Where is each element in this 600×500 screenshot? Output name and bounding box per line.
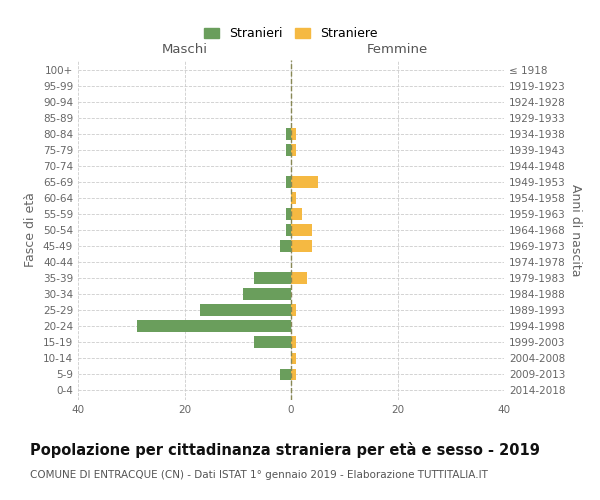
- Bar: [291, 336, 296, 348]
- Bar: [280, 240, 291, 252]
- Bar: [291, 224, 313, 236]
- Bar: [291, 368, 296, 380]
- Bar: [254, 272, 291, 284]
- Bar: [254, 336, 291, 348]
- Text: Popolazione per cittadinanza straniera per età e sesso - 2019: Popolazione per cittadinanza straniera p…: [30, 442, 540, 458]
- Text: Femmine: Femmine: [367, 43, 428, 56]
- Bar: [291, 144, 296, 156]
- Bar: [286, 144, 291, 156]
- Legend: Stranieri, Straniere: Stranieri, Straniere: [199, 22, 383, 45]
- Bar: [291, 304, 296, 316]
- Bar: [286, 176, 291, 188]
- Text: Maschi: Maschi: [161, 43, 208, 56]
- Text: COMUNE DI ENTRACQUE (CN) - Dati ISTAT 1° gennaio 2019 - Elaborazione TUTTITALIA.: COMUNE DI ENTRACQUE (CN) - Dati ISTAT 1°…: [30, 470, 488, 480]
- Bar: [137, 320, 291, 332]
- Bar: [243, 288, 291, 300]
- Bar: [291, 208, 302, 220]
- Bar: [200, 304, 291, 316]
- Bar: [286, 208, 291, 220]
- Bar: [286, 224, 291, 236]
- Bar: [291, 352, 296, 364]
- Bar: [291, 128, 296, 140]
- Y-axis label: Anni di nascita: Anni di nascita: [569, 184, 582, 276]
- Y-axis label: Fasce di età: Fasce di età: [25, 192, 37, 268]
- Bar: [280, 368, 291, 380]
- Bar: [291, 272, 307, 284]
- Bar: [291, 192, 296, 203]
- Bar: [291, 176, 317, 188]
- Bar: [286, 128, 291, 140]
- Bar: [291, 240, 313, 252]
